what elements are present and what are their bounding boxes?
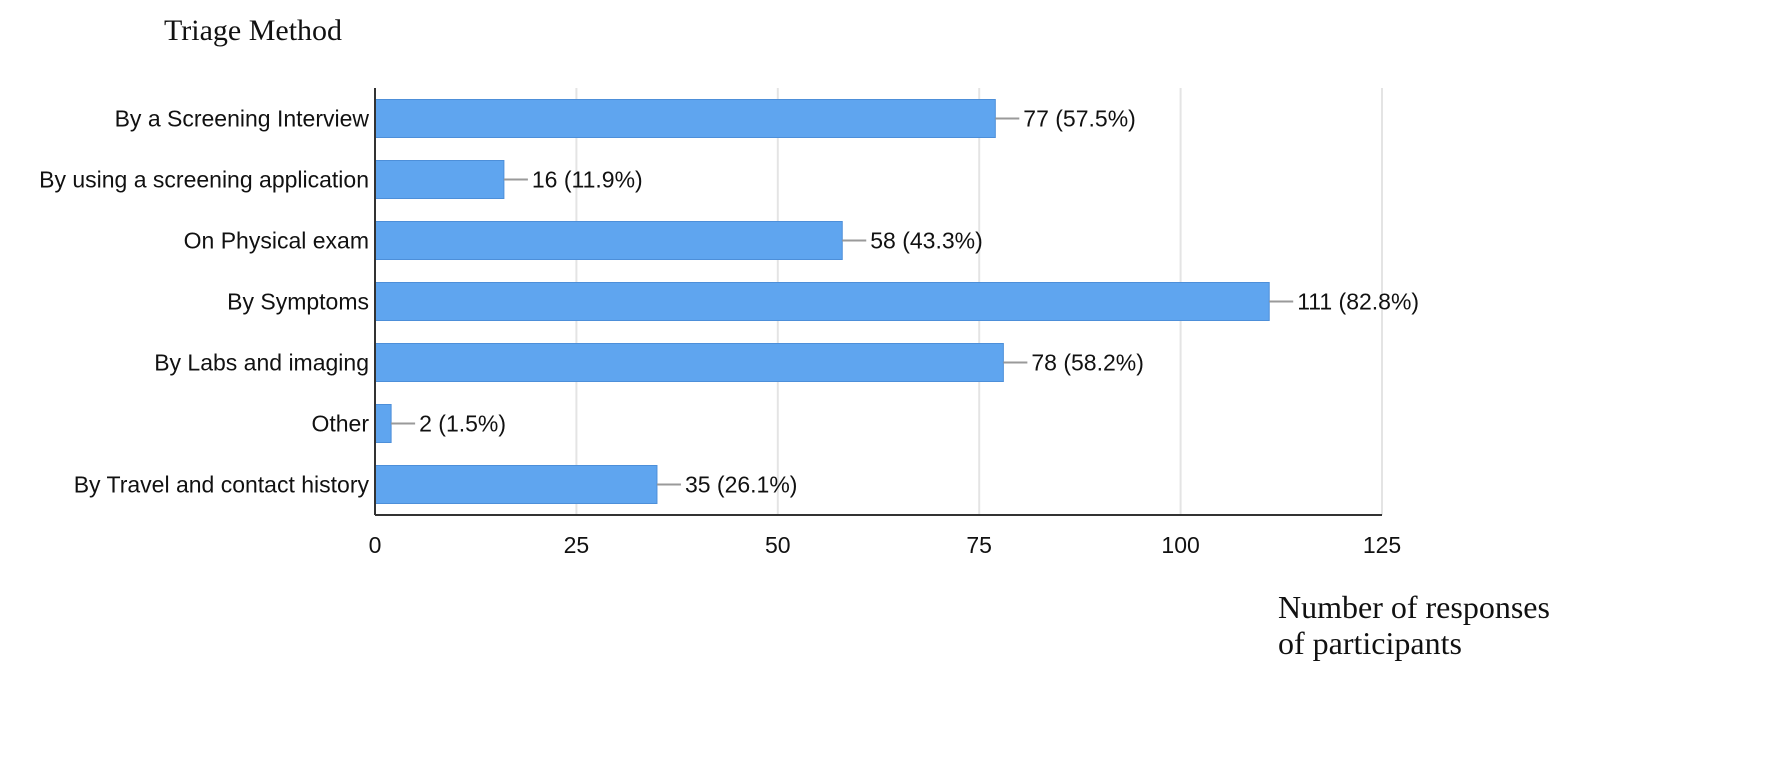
chart-title: Triage Method — [164, 14, 342, 47]
x-tick-label: 0 — [369, 532, 382, 558]
category-label: By Travel and contact history — [74, 472, 370, 498]
data-label: 58 (43.3%) — [870, 228, 983, 254]
label-layer: 0 25 50 75 100 125 77 (57.5%) By a Screening In… — [39, 106, 1419, 559]
x-tick-label: 125 — [1363, 532, 1401, 558]
bar-layer — [374, 99, 1294, 504]
bar — [374, 160, 505, 199]
x-tick-label: 75 — [966, 532, 992, 558]
bar — [374, 221, 843, 260]
data-label: 16 (11.9%) — [532, 167, 643, 193]
x-tick-label: 100 — [1161, 532, 1199, 558]
x-axis-title-line-1: Number of responses — [1278, 589, 1550, 625]
x-tick-label: 50 — [765, 532, 791, 558]
data-label: 111 (82.8%) — [1297, 289, 1419, 315]
bar — [374, 282, 1270, 321]
category-label: By a Screening Interview — [115, 106, 370, 132]
category-label: On Physical exam — [184, 228, 369, 254]
bar — [374, 404, 392, 443]
axis-layer — [374, 88, 1382, 516]
category-label: By Labs and imaging — [154, 350, 369, 376]
category-label: By using a screening application — [39, 167, 369, 193]
data-label: 2 (1.5%) — [419, 411, 506, 437]
x-tick-label: 25 — [564, 532, 590, 558]
data-label: 78 (58.2%) — [1031, 350, 1144, 376]
category-label: Other — [311, 411, 369, 437]
bar — [374, 99, 996, 138]
x-axis-title-line-2: of participants — [1278, 625, 1462, 661]
bar — [374, 465, 658, 504]
category-label: By Symptoms — [227, 289, 369, 315]
data-label: 77 (57.5%) — [1023, 106, 1136, 132]
data-label: 35 (26.1%) — [685, 472, 798, 498]
bar — [374, 343, 1004, 382]
